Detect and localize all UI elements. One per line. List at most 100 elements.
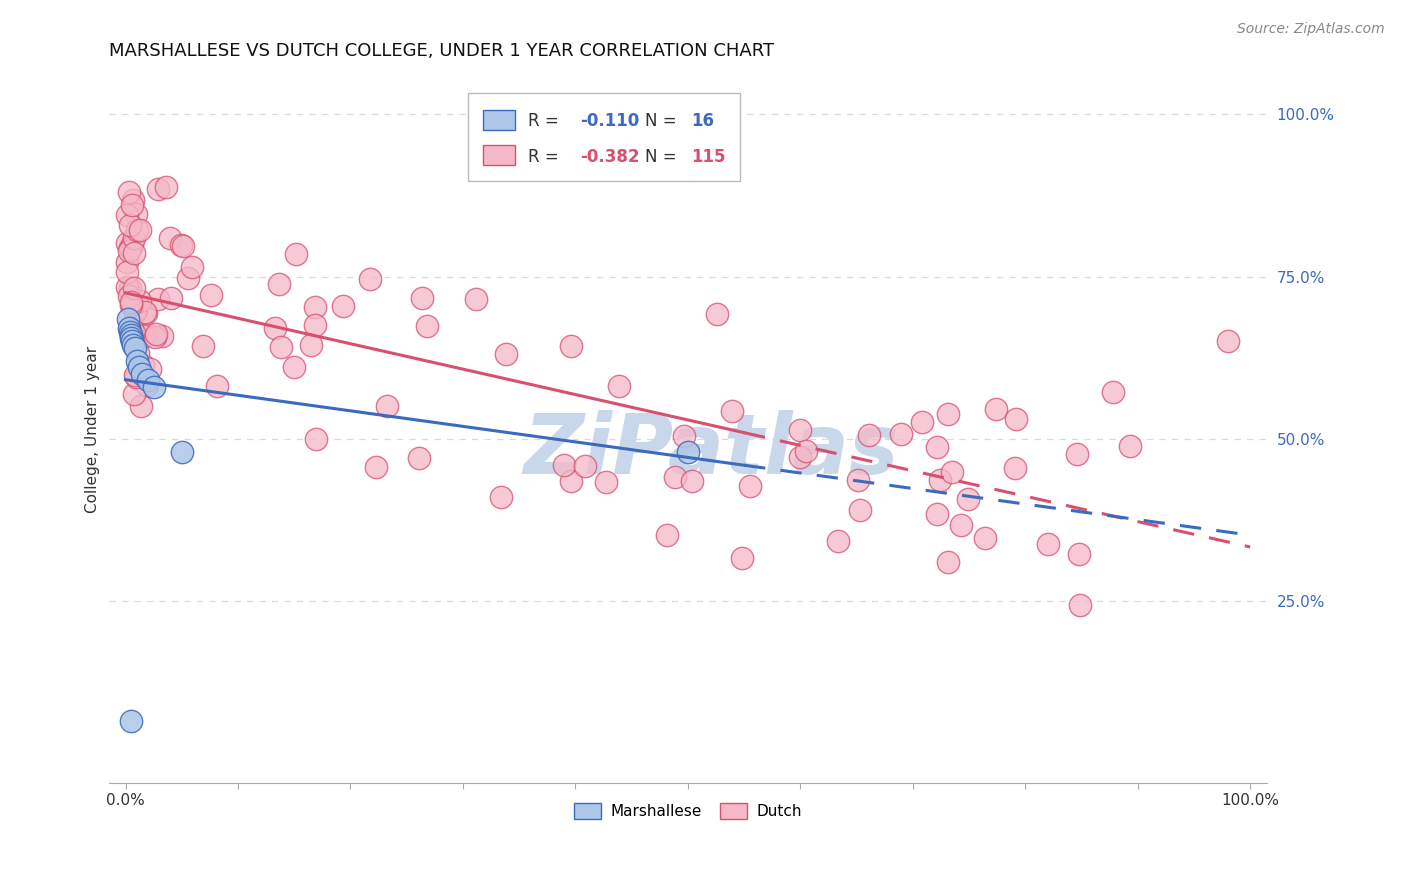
Text: 16: 16 bbox=[692, 112, 714, 130]
Point bbox=[269, 277, 291, 292]
Text: ZiPatlas: ZiPatlas bbox=[523, 409, 898, 491]
Point bbox=[936, 408, 959, 422]
Point bbox=[115, 235, 138, 250]
Point bbox=[827, 534, 849, 549]
Point bbox=[191, 339, 214, 353]
Point bbox=[120, 294, 142, 309]
Point bbox=[121, 334, 143, 349]
Point bbox=[1069, 598, 1091, 612]
Point bbox=[136, 378, 159, 392]
Point bbox=[117, 311, 139, 326]
Point bbox=[495, 347, 517, 361]
Point bbox=[122, 246, 145, 260]
Point bbox=[607, 379, 630, 393]
Point bbox=[118, 185, 141, 199]
Text: N =: N = bbox=[645, 112, 676, 130]
Point bbox=[1004, 460, 1026, 475]
Point bbox=[124, 305, 146, 319]
Point bbox=[681, 475, 703, 489]
Point bbox=[936, 555, 959, 569]
Point bbox=[125, 354, 148, 368]
Point bbox=[304, 318, 326, 332]
FancyBboxPatch shape bbox=[482, 145, 515, 165]
Point bbox=[305, 432, 328, 446]
Point bbox=[170, 237, 193, 252]
Point bbox=[155, 180, 177, 194]
Point bbox=[115, 265, 138, 279]
Text: -0.110: -0.110 bbox=[581, 112, 640, 130]
Point bbox=[956, 492, 979, 507]
Point bbox=[1119, 439, 1142, 453]
Point bbox=[115, 255, 138, 269]
Point bbox=[143, 330, 166, 344]
Point bbox=[120, 331, 142, 345]
Point bbox=[127, 346, 149, 360]
Point bbox=[125, 223, 148, 237]
Point bbox=[1066, 447, 1088, 461]
Point bbox=[122, 326, 145, 340]
Point bbox=[890, 426, 912, 441]
Point bbox=[145, 326, 167, 341]
Point bbox=[676, 445, 699, 459]
Point bbox=[415, 318, 437, 333]
Point bbox=[122, 231, 145, 245]
Point bbox=[132, 359, 155, 373]
Point bbox=[560, 474, 582, 488]
Point bbox=[263, 321, 285, 335]
Point bbox=[128, 360, 150, 375]
Point bbox=[270, 340, 292, 354]
Point bbox=[925, 507, 948, 521]
Point bbox=[172, 239, 194, 253]
Point bbox=[1067, 547, 1090, 561]
Point bbox=[721, 404, 744, 418]
Point bbox=[120, 297, 142, 311]
Point bbox=[118, 321, 141, 335]
Point bbox=[146, 292, 169, 306]
Text: N =: N = bbox=[645, 147, 676, 166]
Point bbox=[299, 338, 322, 352]
Point bbox=[846, 473, 869, 487]
Point bbox=[124, 341, 146, 355]
Point bbox=[738, 479, 761, 493]
Point bbox=[136, 373, 159, 387]
Point bbox=[1004, 412, 1026, 426]
Point bbox=[560, 339, 582, 353]
Y-axis label: College, Under 1 year: College, Under 1 year bbox=[86, 345, 100, 513]
Point bbox=[283, 359, 305, 374]
Point bbox=[789, 423, 811, 437]
Point bbox=[1216, 334, 1239, 349]
Point bbox=[411, 292, 433, 306]
Point bbox=[789, 450, 811, 464]
Point bbox=[849, 503, 872, 517]
Point bbox=[122, 280, 145, 294]
Point bbox=[657, 528, 679, 542]
Point bbox=[181, 260, 204, 275]
Point bbox=[124, 302, 146, 317]
Point bbox=[170, 445, 193, 459]
Point bbox=[118, 280, 141, 294]
Text: 115: 115 bbox=[692, 147, 725, 166]
Point bbox=[150, 329, 173, 343]
Point bbox=[129, 294, 152, 309]
Point bbox=[129, 222, 152, 236]
Point bbox=[664, 470, 686, 484]
Point bbox=[117, 289, 139, 303]
Point bbox=[672, 429, 695, 443]
Point bbox=[115, 280, 138, 294]
Point bbox=[121, 238, 143, 252]
Point bbox=[332, 299, 354, 313]
Point bbox=[125, 206, 148, 220]
Point bbox=[121, 198, 143, 212]
Point bbox=[160, 292, 183, 306]
Point bbox=[984, 401, 1007, 416]
Point bbox=[118, 325, 141, 339]
Point bbox=[1036, 536, 1059, 550]
Text: Source: ZipAtlas.com: Source: ZipAtlas.com bbox=[1237, 22, 1385, 37]
FancyBboxPatch shape bbox=[482, 110, 515, 129]
Point bbox=[125, 303, 148, 318]
Point bbox=[1102, 384, 1125, 399]
Point bbox=[120, 241, 142, 255]
Point bbox=[364, 460, 387, 475]
Point bbox=[121, 331, 143, 345]
Text: MARSHALLESE VS DUTCH COLLEGE, UNDER 1 YEAR CORRELATION CHART: MARSHALLESE VS DUTCH COLLEGE, UNDER 1 YE… bbox=[108, 42, 773, 60]
